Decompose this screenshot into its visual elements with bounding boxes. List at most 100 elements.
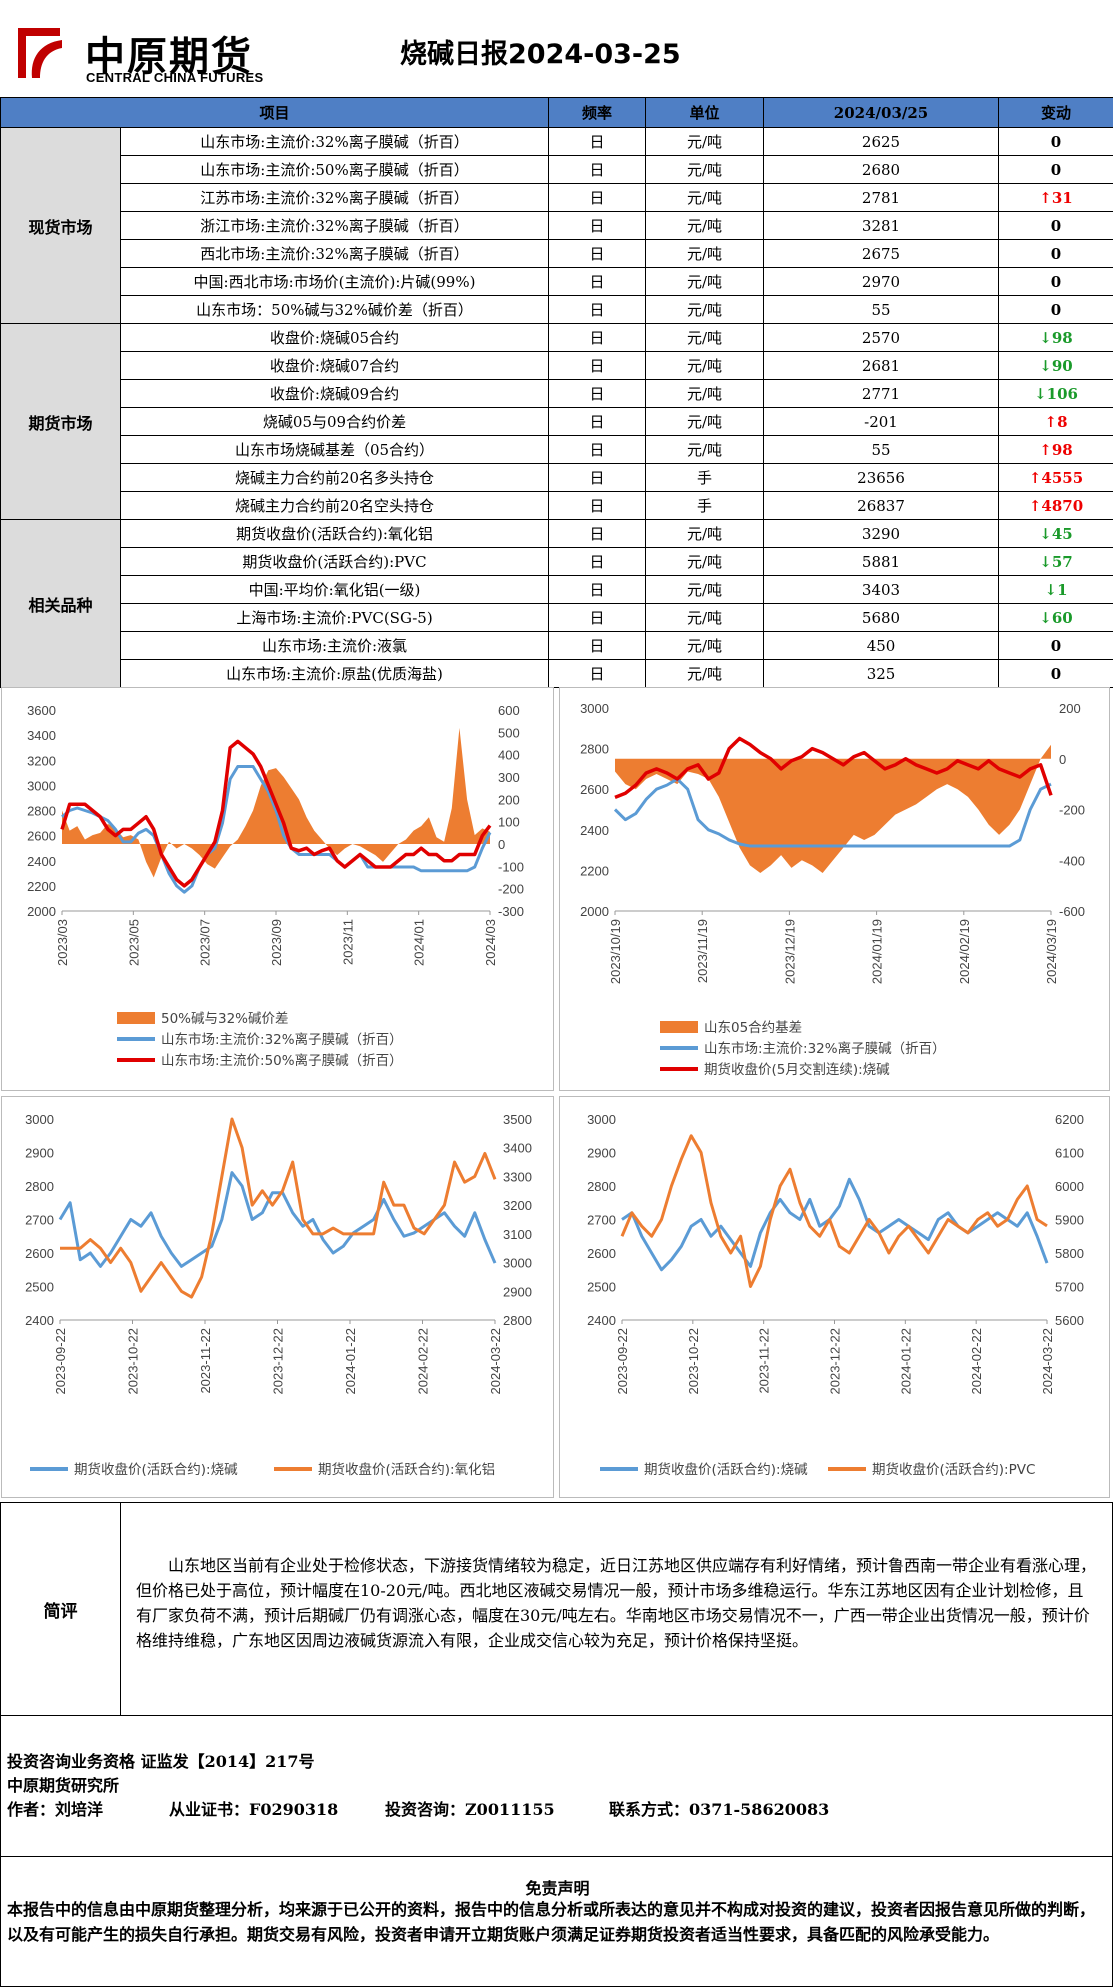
cell-frequency: 日 — [548, 407, 647, 436]
table-body: 现货市场 山东市场:主流价:32%离子膜碱（折百）日元/吨 2625 0 山东市场:主流… — [0, 127, 1113, 688]
cell-value: 2625 — [763, 127, 1000, 156]
left-tick-label: 2500 — [587, 1280, 616, 1295]
header-item: 项目 — [0, 97, 550, 128]
left-tick-label: 2600 — [580, 782, 609, 797]
price-table: 项目 频率 单位 2024/03/25 变动 现货市场 山东市场:主流价:32%离… — [0, 97, 1113, 688]
cell-frequency: 日 — [548, 491, 647, 520]
x-tick-label: 2024-02-22 — [969, 1328, 984, 1395]
cell-unit: 元/吨 — [645, 519, 765, 548]
series-line — [58, 1171, 497, 1268]
cell-frequency: 日 — [548, 323, 647, 352]
x-tick-label: 2024/01/19 — [870, 919, 885, 984]
cell-unit: 元/吨 — [645, 239, 765, 268]
cell-item-name: 期货收盘价(活跃合约):氧化铝 — [119, 519, 550, 548]
left-tick-label: 2600 — [27, 829, 56, 844]
right-tick-label: -600 — [1059, 904, 1085, 919]
cell-change: ↓1 — [998, 575, 1113, 604]
table-row: 中国:西北市场:市场价(主流价):片碱(99%) 日元/吨 2970 0 — [1, 267, 1113, 296]
right-tick-label: 5700 — [1055, 1280, 1084, 1295]
cell-item-name: 上海市场:主流价:PVC(SG-5) — [119, 603, 550, 632]
x-tick-label: 2023/05 — [126, 919, 141, 966]
x-tick-label: 2023-09-22 — [53, 1328, 68, 1395]
left-tick-label: 2500 — [25, 1280, 54, 1295]
license-line: 投资咨询业务资格 证监发【2014】217号 — [7, 1752, 315, 1771]
header-unit: 单位 — [645, 97, 765, 128]
cell-item-name: 山东市场:主流价:50%离子膜碱（折百） — [119, 155, 550, 184]
table-row: 西北市场:主流价:32%离子膜碱（折百）日元/吨 2675 0 — [1, 239, 1113, 268]
company-logo — [10, 18, 70, 88]
cell-value: 2680 — [763, 155, 1000, 184]
cell-value: 3403 — [763, 575, 1000, 604]
cell-frequency: 日 — [548, 211, 647, 240]
cell-unit: 元/吨 — [645, 547, 765, 576]
left-tick-label: 3600 — [27, 703, 56, 718]
x-tick-label: 2024/02/19 — [957, 919, 972, 984]
left-tick-label: 2400 — [587, 1313, 616, 1328]
x-tick-label: 2023/07 — [198, 919, 213, 966]
right-tick-label: 2800 — [503, 1313, 532, 1328]
table-row: 期货收盘价(活跃合约):PVC 日元/吨 5881 ↓57 — [1, 547, 1113, 576]
x-tick-label: 2023-11-22 — [757, 1328, 772, 1394]
legend-label: 期货收盘价(5月交割连续):烧碱 — [704, 1061, 890, 1078]
table-row: 山东市场:主流价:50%离子膜碱（折百）日元/吨 2680 0 — [1, 155, 1113, 184]
cell-frequency: 日 — [548, 379, 647, 408]
right-tick-label: 6200 — [1055, 1112, 1084, 1127]
cell-unit: 元/吨 — [645, 211, 765, 240]
cell-change: ↓106 — [998, 379, 1113, 408]
series-line — [60, 739, 492, 888]
cell-unit: 元/吨 — [645, 575, 765, 604]
left-tick-label: 2600 — [25, 1246, 54, 1261]
right-tick-label: 100 — [498, 815, 520, 830]
cell-frequency: 日 — [548, 127, 647, 156]
cell-frequency: 日 — [548, 295, 647, 324]
cell-value: 55 — [763, 295, 1000, 324]
disclaimer-title: 免责声明 — [525, 1879, 590, 1898]
cell-item-name: 中国:平均价:氧化铝(一级) — [119, 575, 550, 604]
legend-label: 山东市场:主流价:50%离子膜碱（折百） — [161, 1052, 403, 1069]
right-tick-label: 600 — [498, 703, 520, 718]
cell-unit: 手 — [645, 463, 765, 492]
cell-change: ↓45 — [998, 519, 1113, 548]
left-tick-label: 2400 — [27, 854, 56, 869]
left-tick-label: 2400 — [25, 1313, 54, 1328]
cell-unit: 元/吨 — [645, 183, 765, 212]
author: 作者：刘培洋 — [7, 1800, 104, 1819]
table-row: 收盘价:烧碱09合约日元/吨 2771 ↓106 — [1, 379, 1113, 408]
x-tick-label: 2024-03-22 — [1040, 1328, 1055, 1395]
x-tick-label: 2023/10/19 — [608, 919, 623, 984]
left-tick-label: 2000 — [580, 904, 609, 919]
x-tick-label: 2024/03 — [483, 919, 498, 966]
cell-value: 2570 — [763, 323, 1000, 352]
left-tick-label: 2600 — [587, 1246, 616, 1261]
table-row: 江苏市场:主流价:32%离子膜碱（折百）日元/吨 2781 ↑31 — [1, 183, 1113, 212]
table-row: 相关品种 期货收盘价(活跃合约):氧化铝日元/吨 3290 ↓45 — [0, 519, 1113, 688]
series-area — [615, 744, 1051, 873]
legend-label: 山东市场:主流价:32%离子膜碱（折百） — [161, 1031, 403, 1048]
cell-unit: 元/吨 — [645, 659, 765, 688]
cell-item-name: 收盘价:烧碱05合约 — [119, 323, 550, 352]
cell-value: 5881 — [763, 547, 1000, 576]
cell-item-name: 中国:西北市场:市场价(主流价):片碱(99%) — [119, 267, 550, 296]
left-tick-label: 2800 — [587, 1179, 616, 1194]
chart-basis: 3000 2800 2600 2400 2200 2000 200 0 -200 -400 -600… — [559, 687, 1110, 1091]
cell-item-name: 烧碱主力合约前20名多头持仓 — [119, 463, 550, 492]
table-row: 山东市场：50%碱与32%碱价差（折百）日元/吨 55 0 — [1, 295, 1113, 324]
cell-frequency: 日 — [548, 435, 647, 464]
cell-item-name: 收盘价:烧碱09合约 — [119, 379, 550, 408]
header-date: 2024/03/25 — [763, 97, 1000, 128]
left-tick-label: 3400 — [27, 728, 56, 743]
contact: 联系方式：0371-58620083 — [609, 1800, 830, 1819]
cell-unit: 元/吨 — [645, 323, 765, 352]
right-tick-label: -100 — [498, 859, 524, 874]
left-tick-label: 2900 — [25, 1146, 54, 1161]
cell-unit: 元/吨 — [645, 351, 765, 380]
cell-change: ↓90 — [998, 351, 1113, 380]
cell-frequency: 日 — [548, 351, 647, 380]
x-tick-label: 2023-10-22 — [126, 1328, 141, 1395]
page-title: 烧碱日报2024-03-25 — [400, 39, 681, 70]
right-tick-label: 2900 — [503, 1284, 532, 1299]
x-tick-label: 2024-03-22 — [488, 1328, 503, 1395]
cell-item-name: 江苏市场:主流价:32%离子膜碱（折百） — [119, 183, 550, 212]
chart-caustic-alumina: 3000 2900 2800 2700 2600 2500 2400 3500 3400 3300… — [1, 1096, 554, 1498]
legend-label: 期货收盘价(活跃合约):烧碱 — [644, 1461, 808, 1478]
